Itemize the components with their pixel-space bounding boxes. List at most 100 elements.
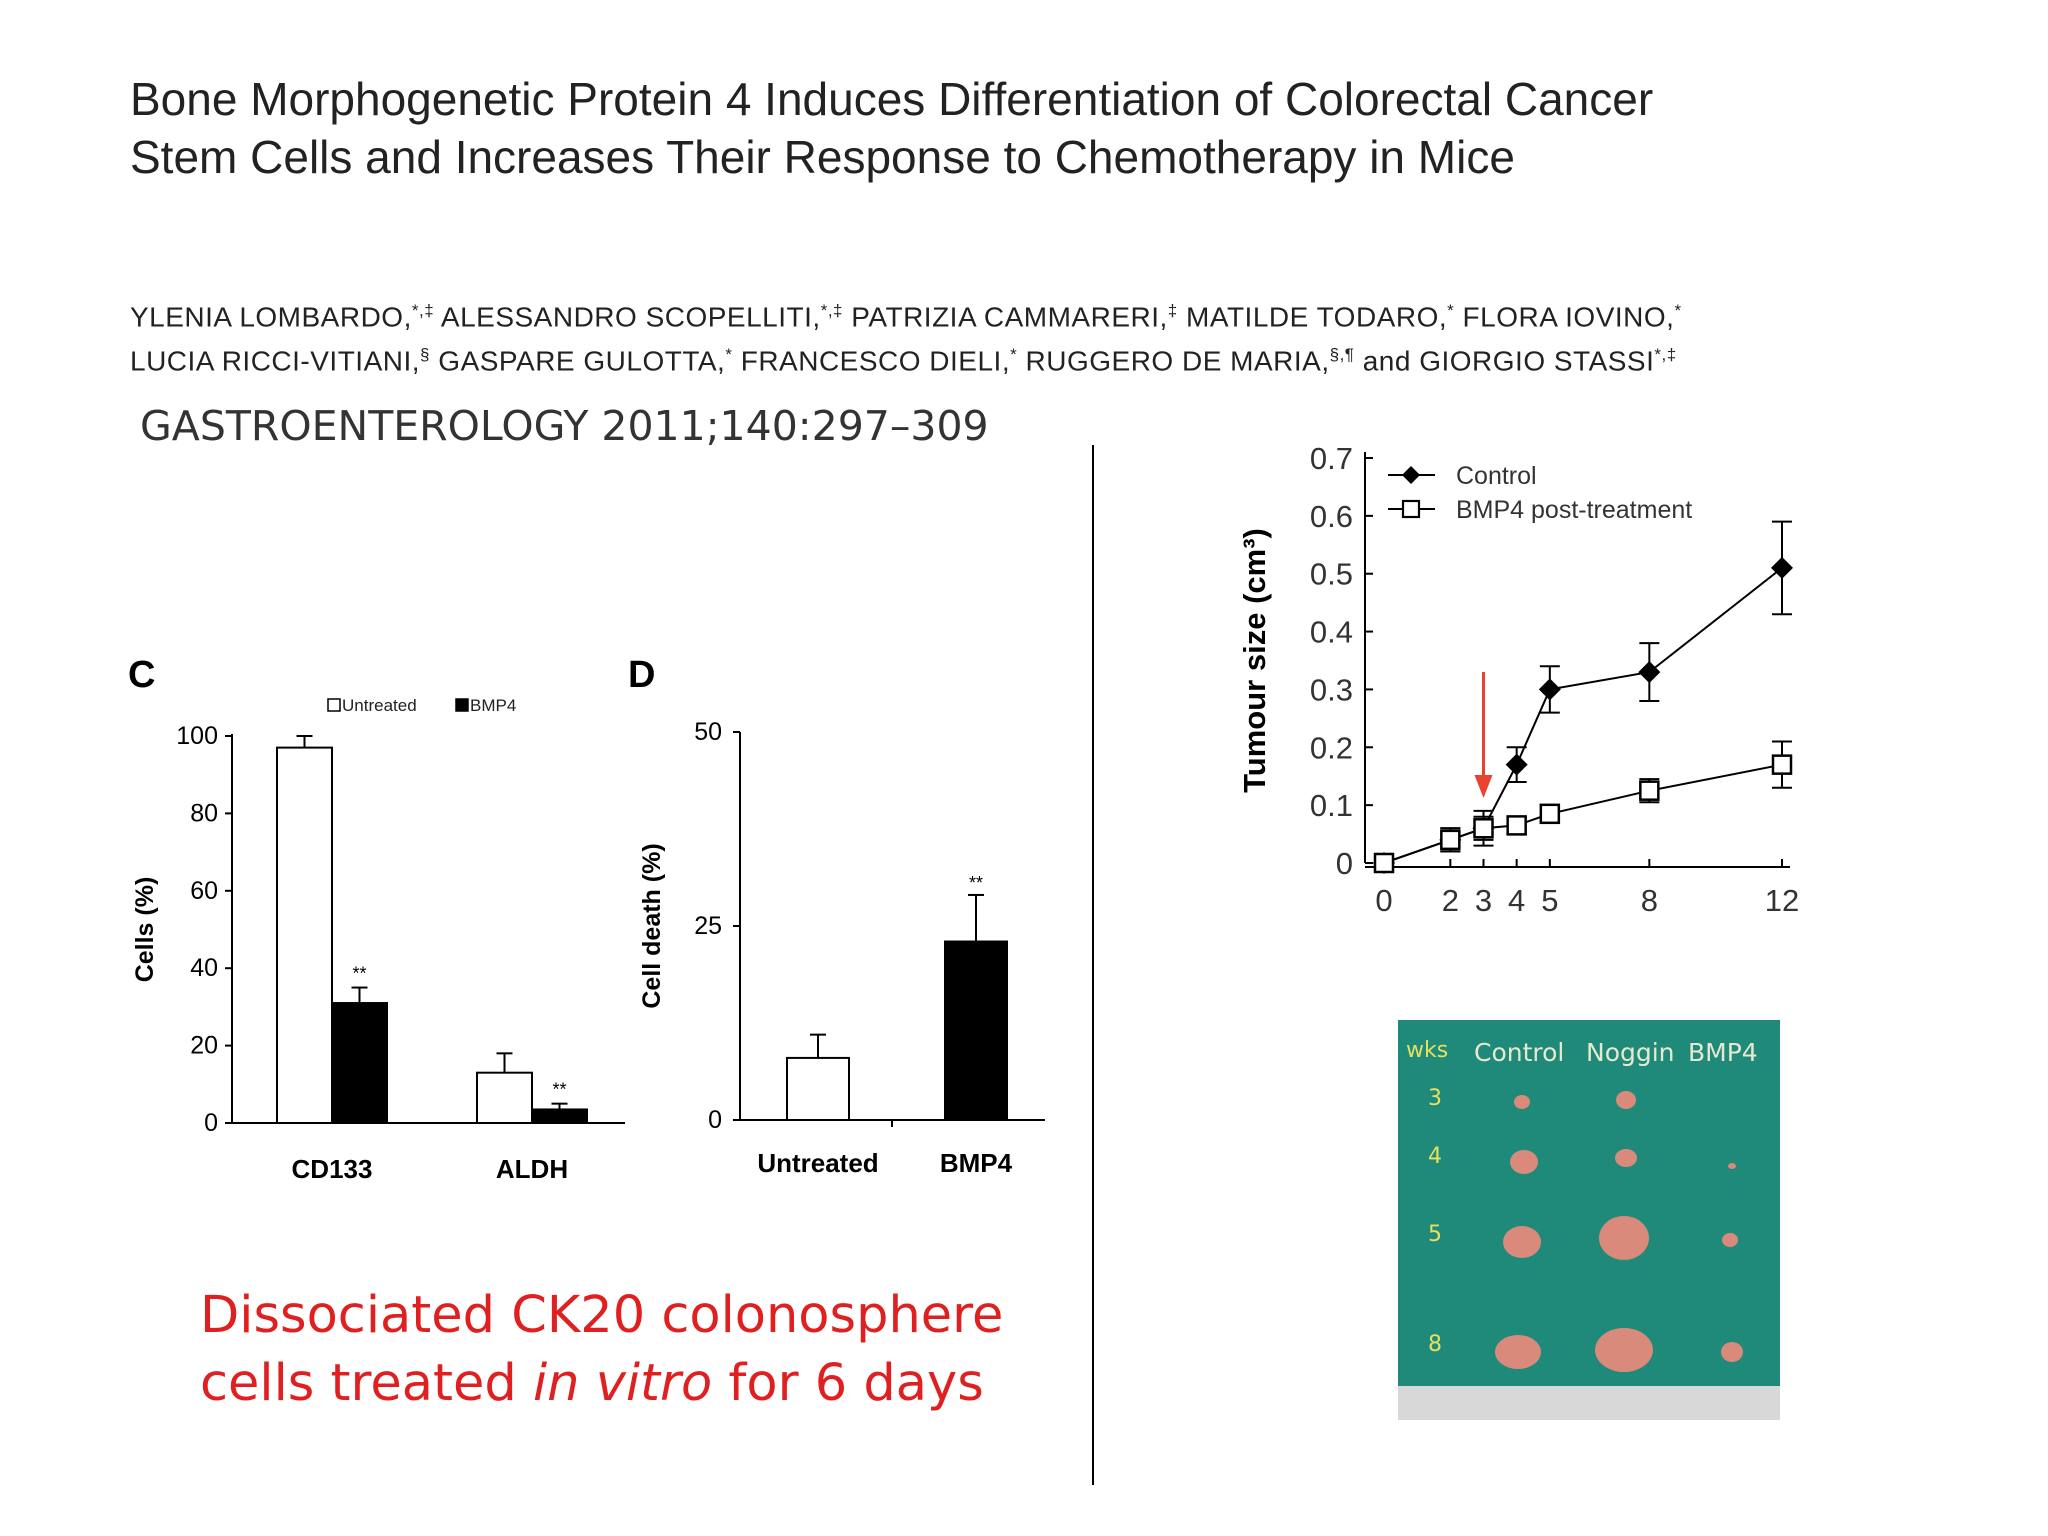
x-tick-label: CD133 [292, 1154, 373, 1184]
tumour-specimen [1616, 1091, 1636, 1109]
x-tick-label: 12 [1765, 883, 1799, 918]
author-affiliation-mark: §,¶ [1329, 345, 1355, 365]
y-tick-label: 0 [708, 1106, 722, 1134]
y-tick-label: 0.4 [1310, 615, 1353, 650]
legend-label: Control [1456, 462, 1537, 490]
y-tick-label: 80 [190, 799, 218, 827]
x-tick-label: 0 [1375, 883, 1392, 918]
author-affiliation-mark: * [725, 345, 733, 365]
paper-title-line1: Bone Morphogenetic Protein 4 Induces Dif… [130, 73, 1654, 125]
legend-marker [1402, 466, 1420, 484]
photo-week-label: 3 [1428, 1086, 1442, 1111]
y-tick-label: 50 [694, 718, 722, 746]
series-line [1383, 567, 1783, 864]
author-name: PATRIZIA CAMMARERI, [851, 301, 1168, 333]
y-tick-label: 0.1 [1310, 788, 1353, 823]
tumour-specimen [1514, 1095, 1530, 1109]
data-point-control [1505, 753, 1528, 776]
photo-header-label: Control [1474, 1038, 1565, 1067]
x-tick-label: 3 [1475, 883, 1492, 918]
author-name: FRANCESCO DIELI, [740, 345, 1011, 377]
significance-mark: ** [552, 1080, 566, 1100]
bar [944, 940, 1008, 1121]
author-name: GASPARE GULOTTA, [438, 345, 726, 377]
bar [276, 746, 333, 1125]
x-tick-label: BMP4 [940, 1148, 1013, 1178]
author-name: LUCIA RICCI-VITIANI, [130, 345, 421, 377]
significance-mark: ** [969, 873, 983, 893]
author-affiliation-mark: * [1447, 301, 1455, 320]
bar [786, 1056, 850, 1122]
y-tick-label: 0 [204, 1109, 218, 1137]
x-tick-label: 2 [1442, 883, 1459, 918]
author-affiliation-mark: * [1010, 345, 1018, 365]
y-tick-label: 60 [190, 877, 218, 905]
x-tick-label: ALDH [496, 1154, 568, 1184]
journal-citation: GASTROENTEROLOGY 2011;140:297–309 [140, 402, 989, 450]
author-affiliation-mark: *,‡ [1654, 345, 1677, 365]
caption-line1: Dissociated CK20 colonosphere [200, 1286, 1004, 1345]
y-tick-label: 0.6 [1310, 499, 1353, 534]
y-tick-label: 100 [176, 722, 218, 750]
tumour-specimen [1599, 1216, 1649, 1260]
author-name: and GIORGIO STASSI [1362, 345, 1655, 377]
tumour-photo: wks Control Noggin BMP4 3 4 5 8 [1398, 1020, 1780, 1420]
author-affiliation-mark: § [420, 345, 431, 365]
tumour-size-chart: 0 0.1 0.2 0.3 0.4 0.5 0.6 0.7 0 2 3 4 5 8 12 Tumour siz… [1237, 441, 1799, 918]
tumour-specimen [1721, 1342, 1743, 1362]
y-axis-label: Tumour size (cm³) [1237, 528, 1272, 793]
data-point-bmp4 [1473, 818, 1494, 839]
photo-ruler [1398, 1386, 1780, 1420]
author-affiliation-mark: ‡ [1167, 301, 1178, 320]
author-affiliation-mark: *,‡ [411, 301, 435, 320]
y-tick-label: 40 [190, 954, 218, 982]
y-tick-label: 0.7 [1310, 441, 1353, 476]
y-tick-label: 25 [694, 912, 722, 940]
data-point-bmp4 [1506, 815, 1527, 836]
chart-panel-c: C Untreated BMP4 0 20 40 60 80 100 Cells (%) ** CD1… [128, 654, 625, 1184]
data-point-bmp4 [1539, 803, 1561, 825]
tumour-specimen [1595, 1328, 1653, 1372]
author-affiliation-mark: * [1674, 301, 1682, 320]
caption-line2: cells treated in vitro for 6 days [200, 1350, 1100, 1418]
author-name: ALESSANDRO SCOPELLITI, [440, 301, 821, 333]
tumour-specimen [1495, 1335, 1541, 1369]
bar [331, 1002, 388, 1124]
data-point-bmp4 [1440, 829, 1461, 851]
x-tick-label: 5 [1541, 883, 1558, 918]
legend-label: BMP4 post-treatment [1456, 496, 1692, 524]
y-tick-label: 0 [1336, 846, 1353, 881]
caption-line2-pre: cells treated [200, 1354, 533, 1413]
bar [476, 1071, 533, 1125]
tumour-specimen [1722, 1233, 1738, 1247]
legend-swatch [327, 698, 341, 712]
data-point-bmp4 [1373, 852, 1395, 874]
vertical-divider [1092, 445, 1094, 1485]
y-tick-label: 0.2 [1310, 730, 1353, 765]
photo-week-label: 8 [1428, 1332, 1442, 1357]
author-list: YLENIA LOMBARDO,*,‡ ALESSANDRO SCOPELLIT… [130, 292, 1950, 381]
data-point-bmp4 [1639, 780, 1660, 801]
paper-title: Bone Morphogenetic Protein 4 Induces Dif… [130, 70, 1930, 186]
caption-line2-post: for 6 days [712, 1354, 984, 1413]
photo-week-label: 5 [1428, 1222, 1442, 1247]
legend-marker [1401, 499, 1421, 519]
photo-header-label: Noggin [1586, 1038, 1675, 1067]
data-point-control [1638, 661, 1661, 684]
panel-label-c: C [128, 654, 155, 696]
y-tick-label: 0.5 [1310, 557, 1353, 592]
tumour-specimen [1615, 1149, 1637, 1167]
tumour-specimen [1503, 1226, 1541, 1258]
data-point-bmp4 [1771, 754, 1793, 775]
y-axis-label: Cells (%) [131, 877, 159, 983]
photo-week-label: 4 [1428, 1144, 1442, 1169]
panel-label-d: D [628, 654, 655, 696]
annotation-arrow-head [1474, 775, 1493, 798]
author-name: RUGGERO DE MARIA, [1025, 345, 1330, 377]
caption-line2-italic: in vitro [532, 1354, 713, 1413]
tumour-specimen [1510, 1150, 1538, 1174]
legend-label: Untreated [342, 696, 417, 715]
tumour-specimen [1728, 1163, 1736, 1169]
author-affiliation-mark: *,‡ [820, 301, 843, 320]
data-point-control [1771, 556, 1793, 579]
